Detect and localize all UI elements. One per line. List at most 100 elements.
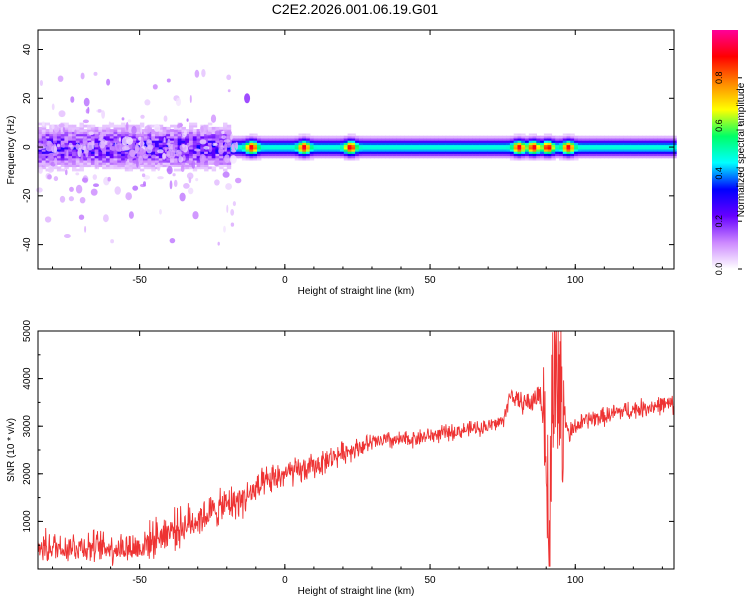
heatmap-cell: [502, 155, 507, 159]
heatmap-cell: [374, 146, 379, 150]
heatmap-cell: [151, 129, 156, 132]
heatmap-cell: [306, 151, 311, 154]
heatmap-cell: [90, 126, 96, 130]
heatmap-cell: [60, 151, 66, 154]
heatmap-cell: [668, 140, 673, 143]
heatmap-cell: [562, 155, 568, 159]
heatmap-cell: [355, 135, 360, 139]
heatmap-cell: [502, 151, 507, 154]
heatmap-cell: [547, 135, 553, 139]
heatmap-cell: [302, 142, 307, 146]
heatmap-cell: [257, 151, 262, 154]
heatmap-cell: [498, 135, 503, 139]
heatmap-cell: [68, 162, 73, 165]
heatmap-cell: [362, 151, 368, 154]
heatmap-cell: [426, 144, 432, 148]
heatmap-cell: [468, 148, 473, 152]
heatmap-cell: [223, 153, 228, 157]
heatmap-cell: [264, 135, 269, 139]
heatmap-cell: [536, 137, 541, 141]
heatmap-cell: [442, 142, 447, 146]
heatmap-cell: [249, 157, 254, 161]
heatmap-cell: [449, 146, 454, 150]
heatmap-cell: [460, 144, 466, 148]
heatmap-cell: [525, 137, 530, 141]
heatmap-cell: [460, 146, 466, 150]
heatmap-cell: [60, 164, 66, 168]
heatmap-cell: [155, 140, 160, 143]
heatmap-noise-blob: [221, 130, 225, 135]
heatmap-cell: [464, 155, 469, 159]
heatmap-cell: [64, 129, 69, 132]
heatmap-cell: [302, 133, 307, 137]
heatmap-cell: [408, 137, 413, 141]
heatmap-noise-blob: [222, 171, 230, 178]
heatmap-cell: [377, 155, 383, 159]
heatmap-cell: [642, 153, 647, 157]
heatmap-cell: [287, 155, 292, 159]
heatmap-cell: [506, 144, 511, 148]
heatmap-cell: [479, 140, 485, 143]
heatmap-cell: [362, 137, 368, 141]
heatmap-cell: [521, 140, 526, 143]
heatmap-cell: [155, 159, 160, 163]
heatmap-cell: [555, 135, 560, 139]
heatmap-cell: [430, 142, 435, 146]
heatmap-noise-blob: [191, 160, 196, 169]
heatmap-noise-blob: [92, 174, 98, 180]
heatmap-cell: [491, 155, 496, 159]
heatmap-cell: [249, 155, 254, 159]
heatmap-cell: [215, 148, 220, 152]
heatmap-noise-blob: [226, 204, 229, 213]
heatmap-cell: [423, 148, 428, 152]
heatmap-cell: [415, 155, 420, 159]
heatmap-cell: [415, 153, 420, 157]
heatmap-cell: [509, 135, 515, 139]
heatmap-x-tick-label: -50: [132, 275, 147, 286]
heatmap-cell: [668, 155, 673, 159]
heatmap-cell: [207, 142, 213, 146]
heatmap-cell: [102, 164, 107, 168]
heatmap-cell: [340, 146, 345, 150]
heatmap-cell: [238, 142, 243, 146]
heatmap-cell: [328, 155, 334, 159]
heatmap-cell: [279, 144, 284, 148]
heatmap-cell: [487, 153, 492, 157]
heatmap-cell: [94, 144, 99, 148]
heatmap-cell: [593, 146, 598, 150]
heatmap-cell: [336, 151, 341, 154]
heatmap-cell: [472, 148, 477, 152]
heatmap-cell: [411, 148, 417, 152]
heatmap-cell: [200, 162, 205, 165]
heatmap-cell: [525, 153, 530, 157]
heatmap-cell: [124, 131, 130, 135]
heatmap-cell: [192, 133, 198, 137]
heatmap-cell: [155, 162, 160, 165]
heatmap-cell: [453, 142, 458, 146]
heatmap-cell: [166, 164, 171, 168]
heatmap-cell: [189, 162, 194, 165]
heatmap-cell: [102, 153, 107, 157]
heatmap-cell: [56, 135, 62, 139]
heatmap-cell: [124, 157, 130, 161]
heatmap-cell: [423, 155, 428, 159]
heatmap-cell: [517, 135, 522, 139]
heatmap-cell: [189, 151, 194, 154]
heatmap-cell: [509, 157, 515, 161]
heatmap-cell: [551, 144, 556, 148]
heatmap-cell: [268, 153, 273, 157]
heatmap-cell: [559, 157, 564, 161]
heatmap-cell: [585, 155, 590, 159]
heatmap-cell: [49, 140, 54, 143]
heatmap-cell: [566, 153, 571, 157]
heatmap-cell: [113, 159, 118, 163]
heatmap-cell: [90, 159, 96, 163]
heatmap-cell: [177, 140, 183, 143]
heatmap-cell: [570, 155, 575, 159]
heatmap-cell: [475, 135, 481, 139]
heatmap-cell: [562, 148, 568, 152]
heatmap-cell: [64, 124, 69, 128]
heatmap-cell: [68, 129, 73, 132]
heatmap-cell: [196, 144, 201, 148]
heatmap-cell: [106, 135, 111, 139]
